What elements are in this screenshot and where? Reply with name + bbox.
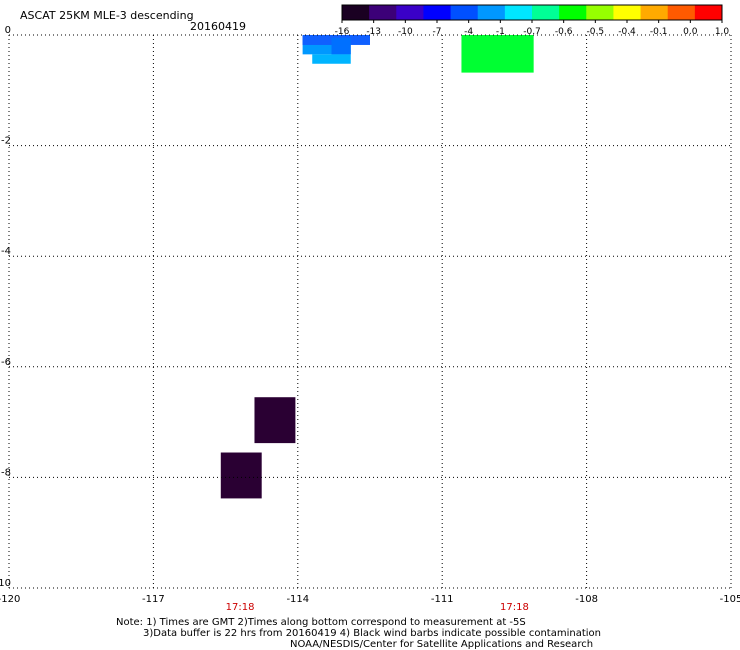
y-tick-label-4: -8 (1, 467, 11, 478)
colorbar-label-2: -10 (398, 27, 413, 37)
x-tick-label-2: -114 (286, 594, 309, 605)
colorbar-label-1: -13 (366, 27, 381, 37)
colorbar-swatch-3 (423, 5, 452, 20)
colorbar-swatch-12 (667, 5, 696, 20)
colorbar-label-3: -7 (433, 27, 442, 37)
colorbar-swatch-7 (532, 5, 560, 20)
colorbar-swatch-10 (613, 5, 642, 20)
colorbar-swatch-4 (450, 5, 479, 20)
time-label-1: 17:18 (500, 602, 529, 613)
y-tick-label-2: -4 (1, 246, 11, 257)
data-cell-6 (254, 397, 296, 444)
colorbar-swatch-1 (369, 5, 397, 20)
note-line-2: 3)Data buffer is 22 hrs from 20160419 4)… (143, 628, 601, 639)
y-tick-label-3: -6 (1, 357, 11, 368)
colorbar-label-8: -0.5 (587, 27, 605, 37)
x-tick-label-0: -120 (0, 594, 20, 605)
y-tick-label-1: -2 (1, 136, 11, 147)
chart-date: 20160419 (190, 20, 246, 33)
chart-title: ASCAT 25KM MLE-3 descending (20, 9, 194, 22)
colorbar-label-5: -1 (496, 27, 505, 37)
colorbar-label-7: -0.6 (555, 27, 573, 37)
colorbar-label-6: -0.7 (523, 27, 541, 37)
colorbar-swatch-5 (477, 5, 506, 20)
data-cell-4 (312, 54, 351, 64)
note-line-3: NOAA/NESDIS/Center for Satellite Applica… (290, 639, 594, 650)
colorbar-label-12: 1.0 (715, 27, 730, 37)
colorbar-swatch-2 (396, 5, 424, 20)
data-cell-7 (220, 452, 262, 499)
data-cell-5 (461, 35, 534, 73)
time-label-0: 17:18 (226, 602, 255, 613)
x-tick-label-4: -108 (575, 594, 598, 605)
colorbar-swatch-6 (504, 5, 533, 20)
data-cell-2 (302, 44, 351, 55)
colorbar-label-4: -4 (464, 27, 473, 37)
y-tick-label-5: -10 (0, 578, 11, 589)
colorbar-swatch-13 (694, 5, 723, 20)
colorbar-swatch-9 (586, 5, 614, 20)
colorbar-swatch-0 (342, 5, 370, 20)
colorbar-swatch-8 (559, 5, 587, 20)
data-cell-3 (331, 37, 351, 55)
note-line-1: Note: 1) Times are GMT 2)Times along bot… (116, 617, 526, 628)
colorbar-label-11: 0.0 (683, 27, 698, 37)
colorbar-label-10: -0.1 (650, 27, 668, 37)
x-tick-label-1: -117 (142, 594, 165, 605)
colorbar-label-9: -0.4 (618, 27, 636, 37)
x-tick-label-3: -111 (431, 594, 454, 605)
colorbar-swatch-11 (640, 5, 669, 20)
x-tick-label-5: -105 (720, 594, 740, 605)
colorbar-label-0: -16 (335, 27, 350, 37)
y-tick-label-0: 0 (5, 25, 11, 36)
